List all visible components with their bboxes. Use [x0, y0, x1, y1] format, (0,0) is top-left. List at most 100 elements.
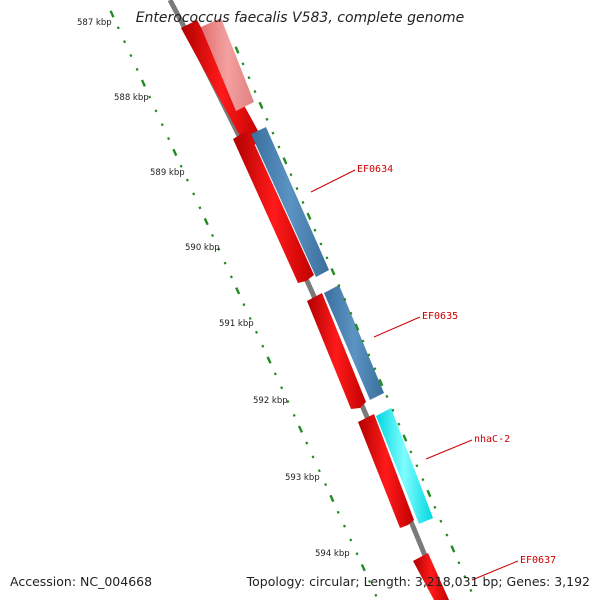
inner-tick-minor — [421, 478, 425, 482]
kbp-tick-label: 588 kbp — [114, 93, 149, 103]
inner-tick-minor — [361, 339, 365, 343]
ruler-tick-major — [172, 148, 178, 157]
cds-faded[interactable] — [201, 18, 254, 111]
inner-tick-major — [354, 323, 360, 331]
cds-track-upper — [201, 18, 433, 524]
kbp-tick-label: 589 kbp — [150, 168, 185, 178]
ruler-tick-minor — [160, 123, 164, 127]
ruler-tick-minor — [116, 26, 120, 30]
inner-tick-major — [234, 46, 240, 54]
inner-tick-minor — [319, 242, 323, 246]
inner-tick-major — [378, 378, 384, 387]
feature-label[interactable]: EF0634 — [357, 164, 393, 175]
ruler-tick-minor — [368, 579, 372, 584]
ruler-tick-minor — [342, 524, 346, 528]
feature-leader-line — [425, 439, 473, 460]
cds-blue[interactable] — [324, 285, 384, 400]
ruler-tick-minor — [229, 275, 233, 279]
summary-text: Topology: circular; Length: 3,218,031 bp… — [246, 574, 590, 589]
ruler-tick-minor — [305, 441, 309, 445]
cds-arrow[interactable] — [413, 553, 449, 600]
ruler-tick-minor — [324, 483, 328, 487]
ruler-tick-major — [140, 79, 146, 87]
inner-tick-minor — [271, 131, 275, 135]
ruler-tick-minor — [167, 137, 171, 141]
inner-tick-major — [258, 101, 264, 110]
feature-label[interactable]: nhaC-2 — [474, 434, 510, 445]
ruler-tick-major — [109, 10, 115, 18]
inner-tick-minor — [445, 533, 449, 537]
ruler-tick-minor — [185, 178, 189, 182]
ruler-tick-minor — [217, 247, 221, 251]
inner-tick-minor — [301, 200, 305, 204]
cds-arrow[interactable] — [358, 414, 414, 528]
inner-tick-minor — [391, 408, 395, 412]
cds-arrow[interactable] — [307, 293, 366, 409]
accession-text: Accession: NC_004668 — [10, 574, 152, 589]
kbp-tick-label: 592 kbp — [253, 396, 288, 406]
inner-tick-minor — [253, 90, 257, 94]
inner-tick-minor — [397, 422, 401, 426]
kbp-tick-label: 590 kbp — [185, 243, 220, 253]
inner-tick-minor — [313, 228, 317, 232]
kbp-tick-label: 587 kbp — [77, 18, 112, 28]
genome-title: Enterococcus faecalis V583, complete gen… — [136, 10, 465, 26]
cds-arrow[interactable] — [181, 20, 262, 147]
inner-tick-minor — [247, 76, 251, 80]
ruler-tick-minor — [179, 164, 183, 168]
inner-tick-minor — [241, 62, 245, 66]
inner-tick-minor — [373, 367, 377, 371]
ruler-tick-major — [266, 356, 272, 364]
ruler-tick-major — [360, 563, 366, 572]
ruler-tick-minor — [223, 261, 227, 265]
feature-label[interactable]: EF0637 — [520, 555, 556, 566]
inner-tick-minor — [289, 173, 293, 177]
ruler-tick-minor — [349, 538, 353, 542]
inner-tick-minor — [295, 187, 299, 191]
kbp-tick-label: 594 kbp — [315, 549, 350, 559]
feature-label[interactable]: EF0635 — [422, 311, 458, 322]
ruler-tick-minor — [336, 510, 340, 514]
kbp-tick-label: 593 kbp — [285, 473, 320, 483]
ruler-tick-minor — [317, 469, 321, 473]
ruler-tick-minor — [273, 372, 277, 376]
ruler-tick-minor — [280, 386, 284, 390]
inner-tick-minor — [367, 353, 371, 357]
inner-tick-minor — [349, 311, 353, 315]
inner-tick-minor — [415, 464, 419, 468]
inner-tick-minor — [277, 145, 281, 149]
kbp-tick-label: 591 kbp — [219, 319, 254, 329]
ruler-tick-minor — [292, 413, 296, 417]
ruler-tick-minor — [255, 330, 258, 334]
inner-tick-minor — [463, 575, 467, 579]
ruler-tick-minor — [355, 552, 359, 556]
feature-leader-line — [310, 169, 356, 193]
ruler-tick-minor — [242, 303, 246, 307]
inner-tick-major — [402, 434, 408, 442]
ruler-tick-minor — [374, 593, 378, 597]
cds-arrow[interactable] — [233, 130, 314, 283]
cds-cyan[interactable] — [376, 408, 433, 524]
inner-tick-major — [330, 268, 336, 276]
inner-tick-minor — [409, 450, 413, 454]
ruler-tick-minor — [135, 67, 139, 71]
ruler-tick-major — [329, 494, 335, 503]
ruler-tick-minor — [286, 399, 290, 404]
cds-track-forward — [181, 20, 449, 600]
inner-tick-minor — [439, 519, 443, 523]
ruler-tick-minor — [198, 206, 202, 210]
cds-blue[interactable] — [251, 127, 329, 277]
inner-tick-major — [426, 489, 432, 498]
ruler-tick-minor — [123, 40, 127, 44]
inner-tick-major — [306, 212, 312, 220]
ruler-tick-minor — [261, 344, 265, 348]
inner-tick-minor — [457, 561, 461, 565]
ruler-tick-major — [297, 425, 304, 433]
ruler-labels: 587 kbp 588 kbp 589 kbp 590 kbp 591 kbp 592 k… — [77, 18, 350, 559]
ruler-tick-minor — [248, 316, 252, 321]
inner-tick-minor — [469, 588, 473, 593]
ruler-tick-minor — [148, 95, 152, 99]
inner-tick-minor — [433, 505, 437, 509]
ruler-tick-major — [203, 217, 209, 226]
